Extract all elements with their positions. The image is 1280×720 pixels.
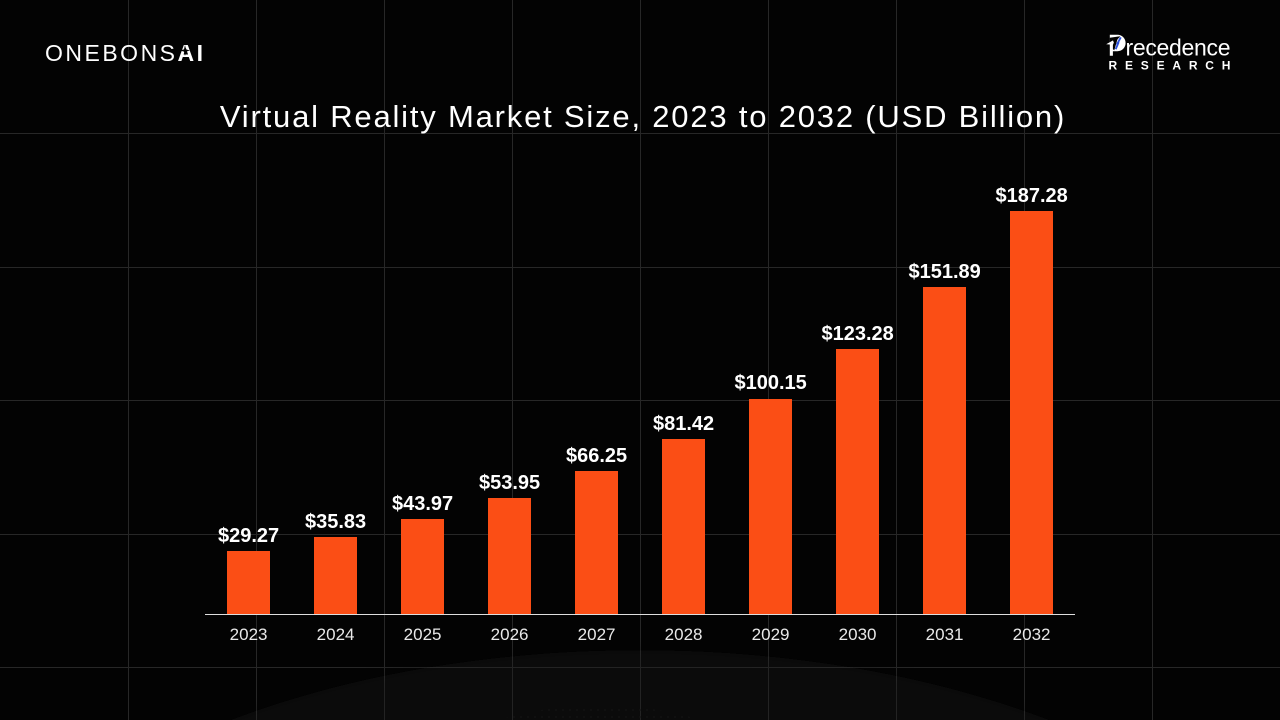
svg-text:recedence: recedence — [1126, 35, 1231, 61]
svg-text:RESEARCH: RESEARCH — [1109, 58, 1239, 72]
